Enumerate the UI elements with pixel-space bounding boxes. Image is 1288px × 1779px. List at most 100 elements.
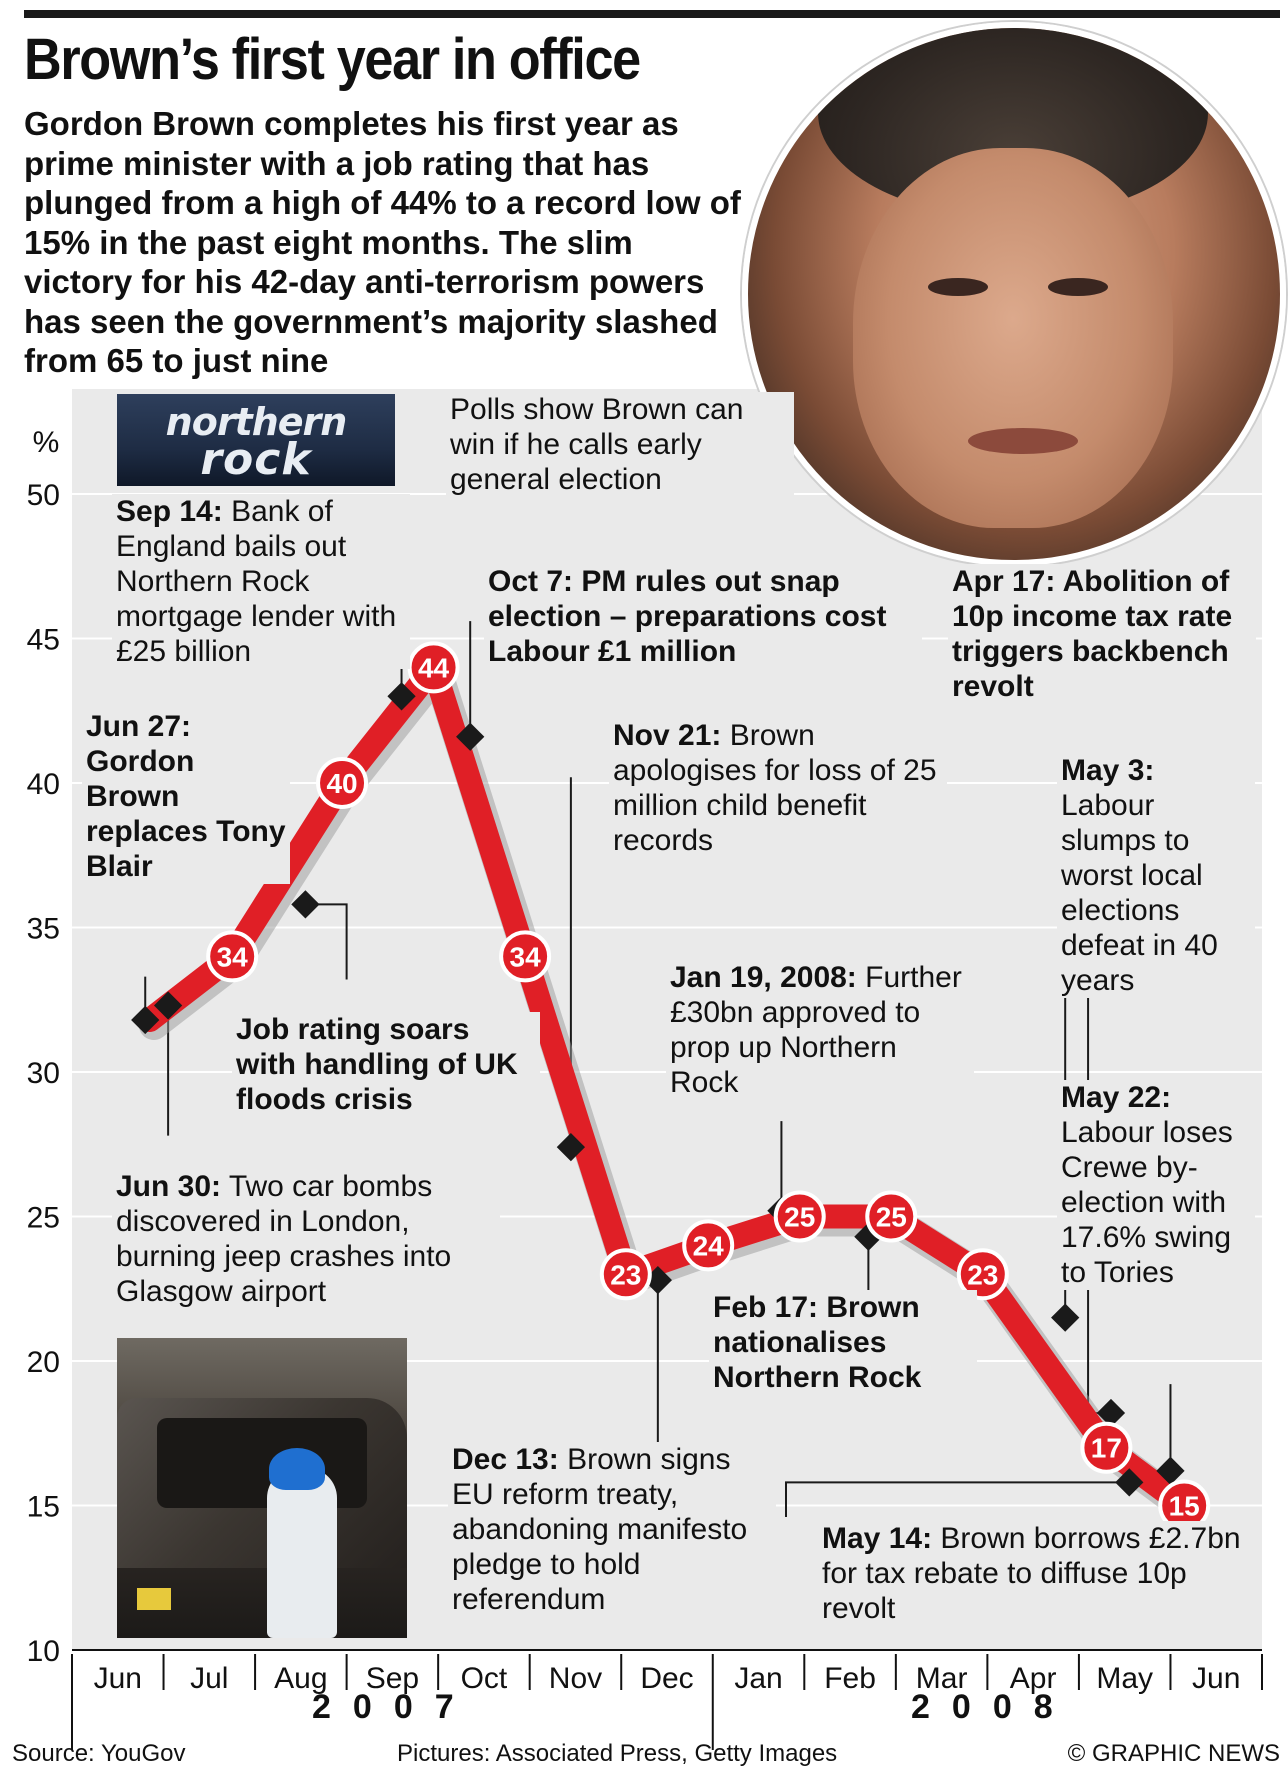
x-tick-label: Nov — [549, 1662, 602, 1695]
x-tick-label: Apr — [1010, 1662, 1057, 1695]
data-point-label: 23 — [610, 1259, 641, 1290]
data-point-marker — [316, 757, 369, 809]
event-marker — [556, 1132, 586, 1162]
logo-text-rock: rock — [200, 434, 312, 485]
data-point-label: 15 — [1169, 1491, 1200, 1522]
data-point-label: 34 — [217, 941, 249, 972]
annotation-date: May 14: — [822, 1522, 933, 1555]
data-point-marker — [499, 930, 552, 983]
annotation-text: Bank of England bails out Northern Rock … — [116, 495, 397, 668]
x-tick-label: Mar — [916, 1662, 968, 1695]
annotation-date: Jan 19, 2008: — [670, 961, 857, 994]
intro-text: Gordon Brown completes his first year as… — [24, 105, 741, 379]
series-rating — [137, 655, 1204, 1526]
year-label-2007: 2007 — [312, 1688, 476, 1726]
annotation-feb17: Feb 17: Brown nationalises Northern Rock — [709, 1290, 977, 1395]
x-tick-label: Dec — [640, 1662, 693, 1695]
data-point-marker — [773, 1190, 826, 1243]
annotation-date: Dec 13: — [452, 1443, 559, 1476]
car-bomb-photo — [117, 1338, 407, 1638]
event-marker — [131, 1005, 160, 1035]
data-point-label: 25 — [784, 1202, 815, 1233]
annotation-text: Labour loses Crewe by-election with 17.6… — [1061, 1116, 1233, 1289]
northern-rock-logo-photo: northern rock — [117, 394, 395, 486]
graphic-news-credit: © GRAPHIC NEWS — [1067, 1740, 1280, 1767]
top-rule — [24, 10, 1280, 18]
y-tick-label: 45 — [27, 624, 60, 657]
annotation-floods: Job rating soars with handling of UK flo… — [232, 1012, 540, 1117]
annotation-text: Further £30bn approved to prop up Northe… — [670, 961, 962, 1099]
annotation-text: Brown apologises for loss of 25 million … — [613, 719, 937, 857]
portrait-eye-left — [928, 278, 988, 296]
x-tick-label: Jan — [734, 1662, 782, 1695]
headline: Brown’s first year in office — [24, 27, 641, 92]
annotation-jan19: Jan 19, 2008: Further £30bn approved to … — [666, 960, 974, 1100]
data-point-marker — [956, 1248, 1009, 1301]
y-tick-label: 10 — [27, 1635, 60, 1668]
x-axis: Jun Jul Aug Sep Oct Nov Dec Jan Feb Mar Apr May Jun — [71, 1649, 1263, 1750]
annotation-sep14: Sep 14: Bank of England bails out Northe… — [112, 494, 410, 669]
event-marker — [1156, 1456, 1185, 1485]
event-marker — [387, 682, 416, 711]
data-point-label: 23 — [967, 1259, 998, 1290]
portrait-face — [853, 148, 1173, 528]
event-marker — [1115, 1468, 1144, 1497]
source-credit: Source: YouGov — [12, 1740, 186, 1767]
data-point-marker — [206, 930, 259, 983]
data-point-label: 24 — [693, 1230, 725, 1261]
number-plate — [137, 1588, 171, 1610]
annotation-date: Jun 30: — [116, 1170, 222, 1203]
annotation-text: Two car bombs discovered in London, burn… — [116, 1170, 452, 1308]
annotation-nov21: Nov 21: Brown apologises for loss of 25 … — [609, 718, 947, 858]
x-tick-label: Feb — [824, 1662, 876, 1695]
event-marker — [1051, 1303, 1080, 1332]
x-tick-label: Aug — [274, 1662, 327, 1695]
y-tick-label: 40 — [27, 768, 60, 801]
data-point-label: 25 — [876, 1202, 907, 1233]
x-tick-label: May — [1096, 1662, 1153, 1695]
gordon-brown-portrait — [742, 22, 1286, 566]
data-point-marker — [599, 1248, 652, 1301]
y-axis-unit: % — [33, 426, 60, 459]
annotation-oct7: Oct 7: PM rules out snap election – prep… — [484, 564, 922, 669]
x-tick-label: Jun — [94, 1662, 142, 1695]
annotation-date: May 22: — [1061, 1081, 1172, 1114]
annotation-apr17: Apr 17: Abolition of 10p income tax rate… — [948, 564, 1256, 704]
portrait-mouth — [968, 428, 1078, 454]
event-marker — [1096, 1398, 1126, 1428]
data-point-marker — [1080, 1421, 1133, 1474]
x-tick-label: Sep — [366, 1662, 419, 1695]
year-label-2008: 2008 — [911, 1688, 1075, 1726]
forensic-worker — [267, 1468, 337, 1638]
annotation-polls: Polls show Brown can win if he calls ear… — [446, 392, 794, 497]
annotation-may14: May 14: Brown borrows £2.7bn for tax reb… — [818, 1521, 1256, 1626]
worker-helmet — [269, 1448, 325, 1490]
y-tick-label: 35 — [27, 913, 60, 946]
annotation-date: Nov 21: — [613, 719, 722, 752]
x-tick-label: Jun — [1192, 1662, 1240, 1695]
x-tick-label: Oct — [461, 1662, 508, 1695]
data-points: 34 40 44 34 23 24 25 25 23 17 15 — [206, 641, 1211, 1532]
y-tick-label: 20 — [27, 1346, 60, 1379]
annotation-may3: May 3: Labour slumps to worst local elec… — [1057, 753, 1255, 998]
annotation-text: Brown borrows £2.7bn for tax rebate to d… — [822, 1522, 1241, 1625]
data-point-label: 44 — [418, 652, 450, 683]
data-point-marker — [865, 1190, 918, 1243]
y-tick-label: 25 — [27, 1202, 60, 1235]
logo-text-northern: northern — [165, 400, 348, 444]
event-marker — [153, 991, 183, 1020]
y-tick-label: 30 — [27, 1057, 60, 1090]
data-point-label: 40 — [326, 768, 357, 799]
annotation-jun27: Jun 27: Gordon Brown replaces Tony Blair — [82, 709, 290, 884]
event-marker — [456, 722, 485, 751]
y-axis: 10 15 20 25 30 35 40 45 50% — [27, 426, 60, 1668]
data-point-marker — [682, 1219, 735, 1272]
y-tick-label: 15 — [27, 1491, 60, 1524]
event-marker — [291, 890, 320, 919]
annotation-dec13: Dec 13: Brown signs EU reform treaty, ab… — [448, 1442, 776, 1617]
y-tick-label: 50 — [27, 479, 60, 512]
leader-line — [785, 1481, 1130, 1518]
x-tick-label: Jul — [190, 1662, 228, 1695]
annotation-jun30: Jun 30: Two car bombs discovered in Lond… — [112, 1169, 500, 1309]
annotation-date: Sep 14: — [116, 495, 223, 528]
